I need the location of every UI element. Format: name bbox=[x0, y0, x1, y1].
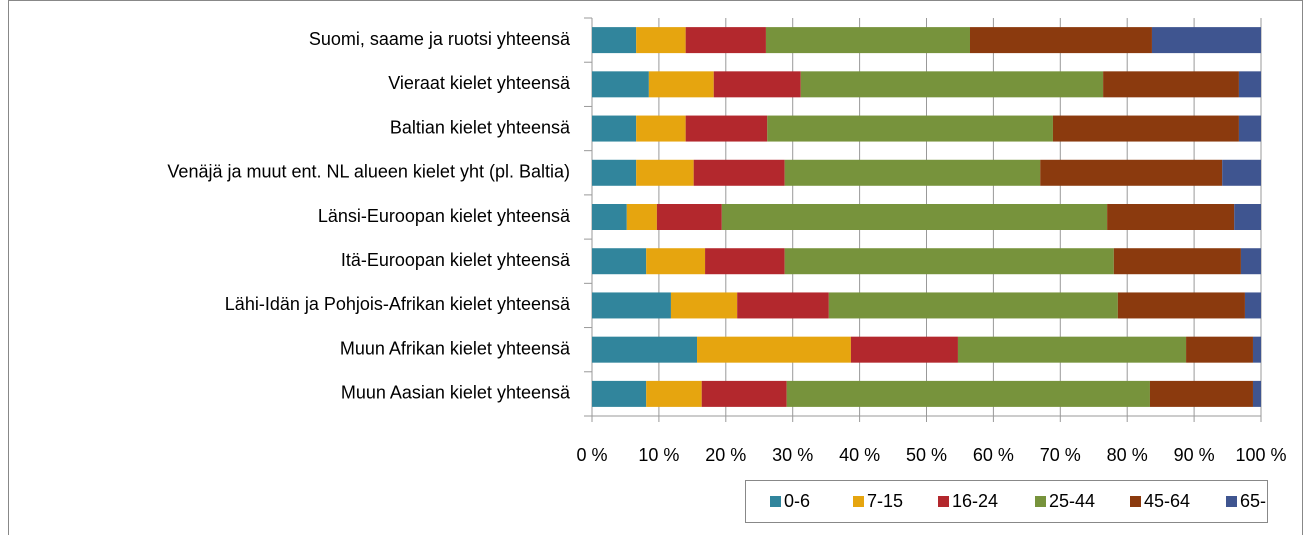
bar-segment bbox=[957, 336, 1187, 363]
legend-label: 25-44 bbox=[1049, 491, 1095, 511]
legend-label: 16-24 bbox=[952, 491, 998, 511]
bar-segment bbox=[1238, 115, 1261, 142]
bar-segment bbox=[636, 159, 694, 186]
bar-segment bbox=[1117, 292, 1245, 319]
bar-segment bbox=[1149, 380, 1253, 407]
bar-segment bbox=[800, 71, 1104, 98]
bar-segment bbox=[592, 159, 637, 186]
y-tick-label: Suomi, saame ja ruotsi yhteensä bbox=[309, 29, 571, 49]
x-tick-label: 10 % bbox=[638, 445, 679, 465]
legend-swatch bbox=[853, 496, 864, 507]
bar-segment bbox=[1252, 336, 1261, 363]
bar-segment bbox=[685, 115, 768, 142]
bar-segment bbox=[850, 336, 958, 363]
bar-segment bbox=[592, 71, 649, 98]
legend-label: 65- bbox=[1240, 491, 1266, 511]
bar-segment bbox=[592, 204, 627, 230]
bar-segment bbox=[1244, 292, 1261, 319]
bar-segment bbox=[636, 115, 686, 142]
bar-segment bbox=[592, 27, 637, 54]
bar-segment bbox=[1240, 248, 1261, 275]
bar-segment bbox=[1234, 204, 1261, 230]
bar-segment bbox=[1238, 71, 1261, 98]
bar-segment bbox=[784, 248, 1114, 275]
bar-segment bbox=[1052, 115, 1239, 142]
legend-label: 45-64 bbox=[1144, 491, 1190, 511]
y-tick-label: Länsi-Euroopan kielet yhteensä bbox=[318, 206, 571, 226]
legend-swatch bbox=[770, 496, 781, 507]
bar-segment bbox=[685, 27, 766, 54]
x-tick-label: 90 % bbox=[1174, 445, 1215, 465]
y-tick-label: Muun Afrikan kielet yhteensä bbox=[340, 338, 571, 358]
x-tick-label: 100 % bbox=[1235, 445, 1286, 465]
legend-label: 0-6 bbox=[784, 491, 810, 511]
bar-segment bbox=[592, 336, 698, 363]
bar-segment bbox=[786, 380, 1150, 407]
legend-swatch bbox=[1035, 496, 1046, 507]
x-tick-label: 60 % bbox=[973, 445, 1014, 465]
x-tick-label: 50 % bbox=[906, 445, 947, 465]
x-tick-label: 70 % bbox=[1040, 445, 1081, 465]
bar-segment bbox=[592, 115, 637, 142]
bar-segment bbox=[969, 27, 1152, 54]
x-tick-label: 80 % bbox=[1107, 445, 1148, 465]
bar-segment bbox=[656, 204, 722, 230]
bar-segment bbox=[713, 71, 801, 98]
bar-segment bbox=[701, 380, 787, 407]
bar-segment bbox=[1040, 159, 1223, 186]
bar-segment bbox=[1113, 248, 1241, 275]
bar-segment bbox=[1222, 159, 1261, 186]
y-tick-label: Itä-Euroopan kielet yhteensä bbox=[341, 250, 571, 270]
bar-segment bbox=[697, 336, 851, 363]
bar-segment bbox=[828, 292, 1118, 319]
bar-segment bbox=[784, 159, 1041, 186]
bar-segment bbox=[1107, 204, 1235, 230]
legend-box bbox=[745, 480, 1268, 523]
bar-segment bbox=[1252, 380, 1261, 407]
y-tick-label: Muun Aasian kielet yhteensä bbox=[341, 383, 571, 403]
bar-segment bbox=[721, 204, 1108, 230]
x-tick-label: 30 % bbox=[772, 445, 813, 465]
bar-segment bbox=[592, 292, 671, 319]
bar-segment bbox=[737, 292, 829, 319]
y-tick-label: Venäjä ja muut ent. NL alueen kielet yht… bbox=[167, 162, 570, 182]
legend-swatch bbox=[938, 496, 949, 507]
bar-segment bbox=[646, 380, 702, 407]
y-tick-label: Vieraat kielet yhteensä bbox=[388, 73, 571, 93]
x-tick-label: 20 % bbox=[705, 445, 746, 465]
bar-segment bbox=[646, 248, 706, 275]
bar-segment bbox=[1151, 27, 1261, 54]
x-tick-label: 0 % bbox=[576, 445, 607, 465]
legend-swatch bbox=[1226, 496, 1237, 507]
x-tick-label: 40 % bbox=[839, 445, 880, 465]
bar-segment bbox=[648, 71, 714, 98]
legend-swatch bbox=[1130, 496, 1141, 507]
bar-segment bbox=[592, 380, 647, 407]
bar-segment bbox=[765, 27, 970, 54]
bar-segment bbox=[693, 159, 785, 186]
bar-segment bbox=[767, 115, 1053, 142]
y-tick-label: Baltian kielet yhteensä bbox=[390, 117, 571, 137]
legend-label: 7-15 bbox=[867, 491, 903, 511]
bar-segment bbox=[670, 292, 738, 319]
y-tick-label: Lähi-Idän ja Pohjois-Afrikan kielet yhte… bbox=[225, 294, 571, 314]
bar-segment bbox=[636, 27, 686, 54]
bar-segment bbox=[592, 248, 647, 275]
bar-segment bbox=[705, 248, 785, 275]
bar-segment bbox=[626, 204, 657, 230]
bar-segment bbox=[1186, 336, 1253, 363]
bar-segment bbox=[1103, 71, 1239, 98]
